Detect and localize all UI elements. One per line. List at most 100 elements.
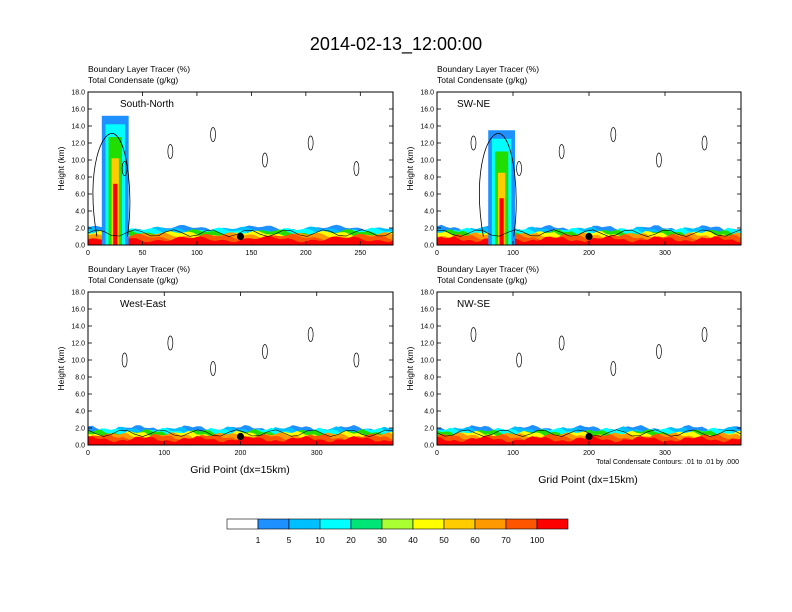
y-tick-label: 0.0 [424,243,434,250]
location-marker [585,232,593,241]
y-axis-label: Height (km) [56,346,66,390]
y-tick-label: 18.0 [71,290,85,297]
plot-area: 0.0 2.0 4.0 6.0 8.0 10.0 12.0 14.0 16.0 18.0 0 50 10… [56,90,394,257]
panel-subtitle-1: Boundary Layer Tracer (%) [437,64,539,74]
condensate-contour [558,335,565,351]
colorbar-swatch [536,518,569,530]
plot-area: 0.0 2.0 4.0 6.0 8.0 10.0 12.0 14.0 16.0 18.0 0 100 2… [56,290,394,457]
x-tick-label: 50 [139,250,147,257]
y-tick-label: 8.0 [75,375,85,382]
condensate-contour [470,135,477,151]
y-tick-label: 4.0 [424,409,434,416]
y-tick-label: 16.0 [420,307,434,314]
y-tick-label: 14.0 [71,124,85,131]
colorbar-label: 20 [346,535,356,545]
y-tick-label: 0.0 [75,443,85,450]
colorbar-swatch [288,518,321,530]
contour-note: Total Condensate Contours: .01 to .01 by… [596,459,739,466]
y-tick-label: 6.0 [75,192,85,199]
tracer-field [437,327,741,445]
colorbar-swatch [226,518,259,530]
tracer-field [437,127,741,245]
panel-subtitle-2: Total Condensate (g/kg) [88,275,178,285]
panel-label: SW-NE [457,99,490,110]
condensate-contour [307,327,314,342]
condensate-contour [558,144,565,159]
panel-subtitle-2: Total Condensate (g/kg) [88,75,178,85]
y-tick-label: 18.0 [71,90,85,97]
x-tick-label: 200 [583,450,595,457]
y-tick-label: 6.0 [424,192,434,199]
y-tick-label: 8.0 [424,375,434,382]
condensate-contour [262,152,268,168]
colorbar-swatch [474,518,507,530]
colorbar-swatch [412,518,445,530]
condensate-contour [210,361,216,376]
plot-frame [87,91,394,246]
condensate-contour [701,135,708,151]
location-marker [236,232,245,241]
y-tick-label: 2.0 [424,426,434,433]
y-tick-label: 2.0 [75,226,85,233]
colorbar-label: 70 [501,535,511,545]
y-tick-label: 14.0 [71,324,85,331]
panel-west-east: Boundary Layer Tracer (%) Total Condensa… [56,264,394,476]
panel-sw-ne: Boundary Layer Tracer (%) Total Condensa… [405,64,742,257]
y-tick-label: 16.0 [71,307,85,314]
y-tick-label: 16.0 [420,107,434,114]
location-marker [585,432,593,441]
tracer-field [88,327,393,445]
panel-label: West-East [120,299,166,310]
plot-frame [436,91,742,246]
tracer-band [88,235,393,245]
x-tick-label: 0 [435,450,439,457]
colorbar-swatch [319,518,352,530]
condensate-contour [88,229,393,237]
panel-label: NW-SE [457,299,490,310]
y-tick-label: 18.0 [420,90,434,97]
x-tick-label: 200 [300,250,312,257]
condensate-contour [516,352,522,368]
condensate-contour [478,133,517,237]
y-tick-label: 12.0 [420,141,434,148]
x-tick-label: 300 [311,450,323,457]
x-tick-label: 200 [235,450,247,457]
y-tick-label: 18.0 [420,290,434,297]
condensate-contour [437,229,741,237]
x-axis-label: Grid Point (dx=15km) [538,474,638,486]
panel-subtitle-1: Boundary Layer Tracer (%) [88,264,190,274]
x-axis-label: Grid Point (dx=15km) [190,464,290,476]
x-tick-label: 0 [86,250,90,257]
condensate-contour [656,344,662,359]
panel-label: South-North [120,99,174,110]
condensate-contour [353,352,360,368]
panel-subtitle-2: Total Condensate (g/kg) [437,275,527,285]
y-tick-label: 0.0 [424,443,434,450]
y-axis-label: Height (km) [405,346,415,390]
y-tick-label: 6.0 [75,392,85,399]
y-tick-label: 12.0 [420,341,434,348]
plot-area: 0.0 2.0 4.0 6.0 8.0 10.0 12.0 14.0 16.0 18.0 0 100 2… [405,290,742,457]
y-tick-label: 12.0 [71,141,85,148]
panel-subtitle-1: Boundary Layer Tracer (%) [437,264,539,274]
x-tick-label: 150 [246,250,258,257]
y-tick-label: 6.0 [424,392,434,399]
colorbar-label: 30 [377,535,387,545]
condensate-contour [262,344,268,359]
y-tick-label: 4.0 [424,209,434,216]
x-tick-label: 100 [191,250,203,257]
x-tick-label: 100 [507,250,519,257]
plot-frame [436,291,742,446]
x-tick-label: 0 [435,250,439,257]
y-tick-label: 16.0 [71,107,85,114]
x-tick-label: 100 [507,450,519,457]
condensate-contour [121,352,128,368]
colorbar-swatch [350,518,383,530]
condensate-contour [88,429,393,437]
y-tick-label: 10.0 [71,158,85,165]
plot-area: 0.0 2.0 4.0 6.0 8.0 10.0 12.0 14.0 16.0 18.0 0 100 2… [405,90,742,257]
x-tick-label: 200 [583,250,595,257]
y-tick-label: 8.0 [75,175,85,182]
colorbar-swatch [505,518,538,530]
